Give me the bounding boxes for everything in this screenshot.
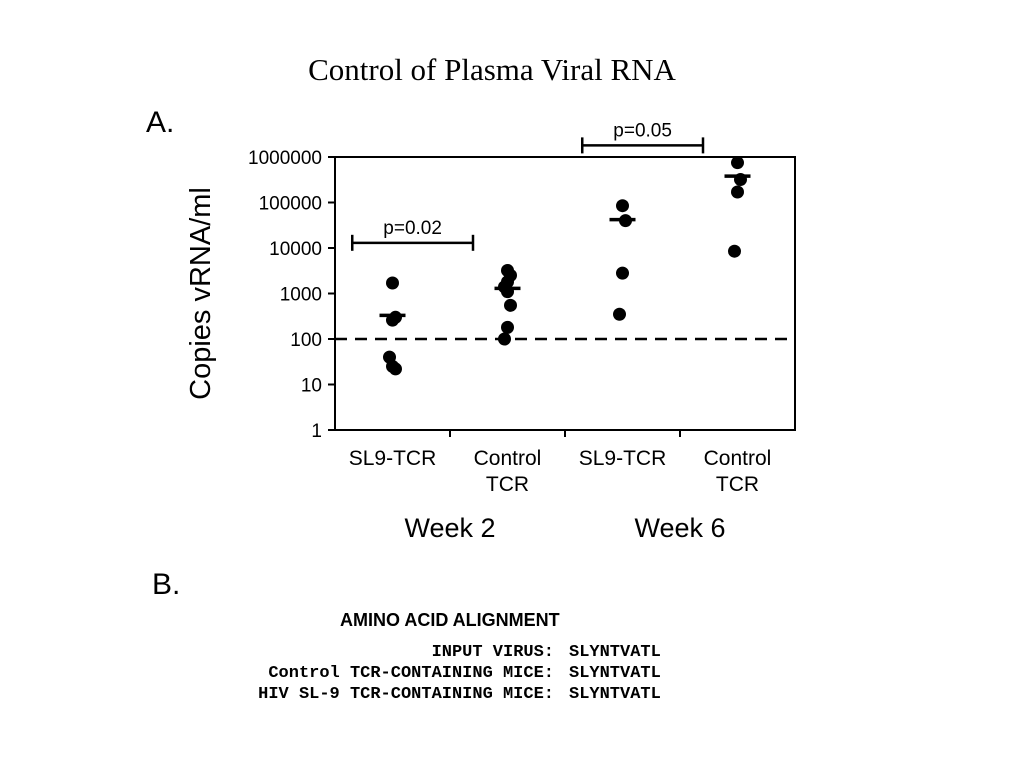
data-point — [731, 156, 744, 170]
alignment-row-sequence: SLYNTVATL — [569, 664, 661, 683]
plot-frame — [334, 156, 796, 431]
alignment-row-label: INPUT VIRUS: — [431, 643, 554, 662]
slide-title: Control of Plasma Viral RNA — [308, 52, 676, 87]
data-point — [731, 185, 744, 199]
y-tick-label: 1 — [311, 421, 322, 442]
data-point — [501, 320, 514, 334]
y-tick-label: 100000 — [259, 194, 322, 215]
y-tick-label: 100 — [290, 330, 322, 351]
alignment-row-label: Control TCR-CONTAINING MICE: — [268, 664, 554, 683]
data-point — [616, 266, 629, 280]
alignment-row-label: HIV SL-9 TCR-CONTAINING MICE: — [258, 685, 554, 704]
x-category-label: TCR — [486, 473, 529, 496]
week-group-label: Week 6 — [634, 513, 725, 543]
data-point — [504, 298, 517, 312]
alignment-row: INPUT VIRUS: SLYNTVATL — [160, 642, 661, 663]
x-category-label: Control — [474, 447, 542, 470]
y-tick-label: 10 — [301, 376, 322, 397]
panel-b-label: B. — [152, 568, 181, 601]
x-category-label: TCR — [716, 473, 759, 496]
p-value-label: p=0.02 — [383, 218, 442, 239]
alignment-row-sequence: SLYNTVATL — [569, 685, 661, 704]
data-point — [613, 307, 626, 321]
panel-a-label: A. — [146, 106, 175, 139]
y-tick-label: 10000 — [269, 239, 322, 260]
viral-rna-chart: 1 10 100 1000 10000 100000 1000000 Copies vRNA/… — [185, 120, 796, 543]
x-category-label: Control — [704, 447, 772, 470]
data-point — [728, 244, 741, 258]
data-point — [389, 362, 402, 376]
alignment-row: HIV SL-9 TCR-CONTAINING MICE: SLYNTVATL — [160, 684, 661, 705]
x-category-label: SL9-TCR — [579, 447, 667, 470]
y-tick-label: 1000000 — [248, 148, 322, 169]
alignment-title: AMINO ACID ALIGNMENT — [340, 610, 560, 630]
x-category-label: SL9-TCR — [349, 447, 437, 470]
p-value-label: p=0.05 — [613, 120, 672, 141]
data-point — [616, 199, 629, 213]
data-point — [498, 332, 511, 346]
alignment-table: INPUT VIRUS: SLYNTVATL Control TCR-CONTA… — [160, 642, 661, 705]
alignment-row: Control TCR-CONTAINING MICE: SLYNTVATL — [160, 663, 661, 684]
week-group-label: Week 2 — [404, 513, 495, 543]
data-point — [386, 276, 399, 290]
alignment-row-sequence: SLYNTVATL — [569, 643, 661, 662]
y-tick-label: 1000 — [280, 285, 322, 306]
y-axis-label: Copies vRNA/ml — [185, 187, 217, 400]
